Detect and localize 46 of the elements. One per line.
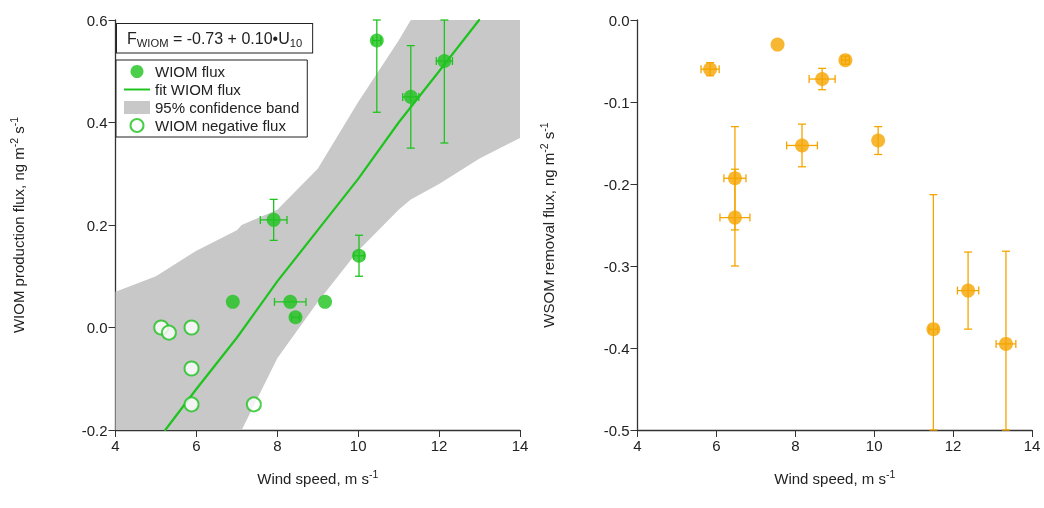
legend-label: WIOM negative flux bbox=[155, 117, 287, 134]
x-tick-label: 12 bbox=[430, 437, 448, 454]
y-tick-label: 0.2 bbox=[86, 216, 108, 234]
y-tick-label: 0.0 bbox=[608, 11, 630, 29]
point bbox=[795, 138, 810, 153]
x-tick-label: 6 bbox=[712, 437, 721, 454]
x-tick-label: 14 bbox=[1023, 437, 1041, 454]
y-tick-label: -0.5 bbox=[603, 421, 630, 439]
x-tick-label: 12 bbox=[944, 437, 962, 454]
legend-label: fit WIOM flux bbox=[155, 81, 242, 98]
point bbox=[183, 360, 200, 377]
y-tick-label: -0.2 bbox=[603, 175, 630, 193]
y-tick-label: 0.0 bbox=[86, 319, 108, 336]
x-tick-label: 4 bbox=[633, 437, 642, 454]
point bbox=[283, 294, 298, 309]
x-tick-label: 4 bbox=[111, 437, 120, 454]
y-tick-label: 0.6 bbox=[86, 11, 108, 29]
point bbox=[815, 72, 830, 87]
point bbox=[266, 212, 281, 227]
x-tick-label: 10 bbox=[349, 437, 367, 454]
y-axis-title: WIOM production flux, ng m-2 s-1 bbox=[7, 116, 28, 334]
x-tick-label: 6 bbox=[192, 437, 201, 454]
point bbox=[160, 324, 177, 341]
point bbox=[318, 294, 333, 309]
point bbox=[225, 294, 240, 309]
y-axis-title: WSOM removal flux, ng m-2 s-1 bbox=[537, 122, 558, 328]
point bbox=[727, 210, 742, 225]
legend-label: WIOM flux bbox=[155, 63, 226, 80]
point bbox=[961, 283, 976, 298]
legend-label: 95% confidence band bbox=[155, 99, 300, 116]
y-tick-label: -0.4 bbox=[603, 339, 630, 357]
x-tick-label: 10 bbox=[865, 437, 883, 454]
point bbox=[871, 133, 886, 148]
y-tick-label: -0.2 bbox=[81, 421, 108, 439]
point bbox=[998, 336, 1013, 351]
y-tick-label: 0.4 bbox=[86, 114, 108, 131]
point bbox=[727, 171, 742, 186]
y-tick-label: -0.3 bbox=[603, 257, 630, 275]
y-tick-label: -0.1 bbox=[603, 93, 630, 111]
x-tick-label: 8 bbox=[791, 437, 800, 454]
point bbox=[183, 396, 200, 413]
point bbox=[183, 319, 200, 336]
x-tick-label: 14 bbox=[511, 437, 529, 454]
x-tick-label: 8 bbox=[273, 437, 282, 454]
point bbox=[245, 396, 262, 413]
point bbox=[770, 37, 785, 52]
